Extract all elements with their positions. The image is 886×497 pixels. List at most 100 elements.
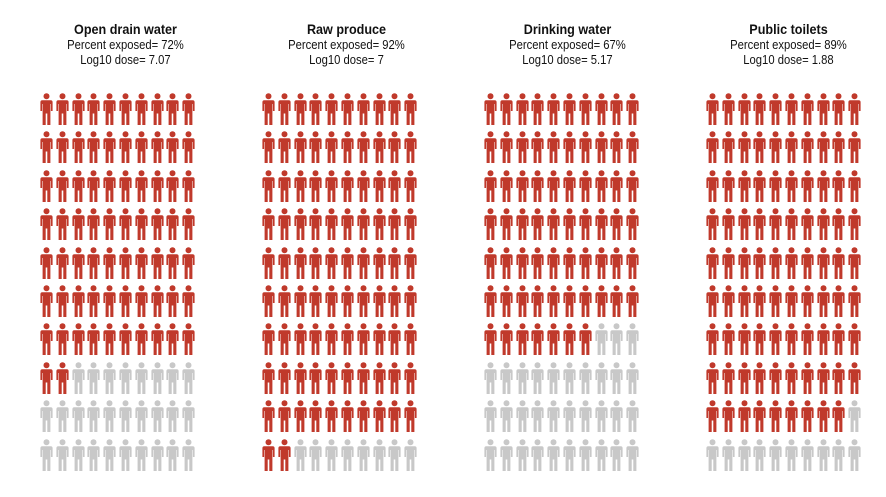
person-icon-exposed bbox=[262, 361, 275, 395]
pictogram-grid-open-drain-water bbox=[40, 93, 245, 478]
person-icon-exposed bbox=[769, 208, 782, 241]
person-icon-exposed bbox=[594, 246, 608, 280]
person-icon-exposed bbox=[722, 285, 735, 318]
person-icon-exposed bbox=[71, 93, 85, 126]
person-icon-unexposed bbox=[579, 361, 592, 395]
person-icon-exposed bbox=[372, 208, 386, 241]
person-icon-unexposed bbox=[515, 400, 529, 433]
person-icon-exposed bbox=[166, 93, 179, 126]
person-icon-unexposed bbox=[150, 361, 164, 395]
person-icon-unexposed bbox=[610, 400, 623, 433]
person-icon-exposed bbox=[547, 285, 560, 318]
person-icon-exposed bbox=[150, 93, 164, 126]
person-icon-exposed bbox=[801, 361, 814, 395]
person-icon-exposed bbox=[87, 131, 100, 164]
person-icon-unexposed bbox=[500, 361, 513, 395]
person-icon-exposed bbox=[706, 361, 719, 395]
person-icon-unexposed bbox=[579, 438, 592, 472]
person-icon-unexposed bbox=[103, 438, 116, 472]
person-icon-exposed bbox=[610, 169, 623, 203]
person-icon-exposed bbox=[150, 246, 164, 280]
person-icon-unexposed bbox=[40, 400, 53, 433]
person-icon-exposed bbox=[182, 323, 195, 356]
person-icon-exposed bbox=[150, 131, 164, 164]
person-icon-unexposed bbox=[103, 400, 116, 433]
person-icon-exposed bbox=[150, 208, 164, 241]
person-icon-exposed bbox=[341, 361, 354, 395]
person-icon-exposed bbox=[278, 208, 291, 241]
person-icon-unexposed bbox=[56, 400, 69, 433]
person-icon-exposed bbox=[753, 323, 766, 356]
person-icon-exposed bbox=[325, 400, 338, 433]
person-icon-exposed bbox=[531, 246, 544, 280]
person-icon-unexposed bbox=[166, 400, 179, 433]
person-icon-exposed bbox=[753, 208, 766, 241]
person-icon-exposed bbox=[278, 93, 291, 126]
person-icon-exposed bbox=[737, 361, 751, 395]
person-icon-exposed bbox=[135, 131, 148, 164]
person-icon-unexposed bbox=[404, 438, 417, 472]
person-icon-exposed bbox=[547, 93, 560, 126]
panel-drinking-water: Drinking water Percent exposed= 67% Log1… bbox=[465, 20, 670, 68]
person-icon-exposed bbox=[737, 285, 751, 318]
person-icon-exposed bbox=[404, 131, 417, 164]
person-icon-exposed bbox=[722, 323, 735, 356]
person-icon-exposed bbox=[563, 285, 576, 318]
person-icon-exposed bbox=[357, 246, 370, 280]
person-icon-exposed bbox=[706, 246, 719, 280]
person-icon-exposed bbox=[832, 323, 845, 356]
person-icon-exposed bbox=[325, 285, 338, 318]
person-icon-exposed bbox=[816, 285, 830, 318]
person-icon-exposed bbox=[737, 246, 751, 280]
person-icon-exposed bbox=[404, 323, 417, 356]
person-icon-exposed bbox=[531, 93, 544, 126]
person-icon-exposed bbox=[278, 285, 291, 318]
person-icon-exposed bbox=[357, 208, 370, 241]
person-icon-exposed bbox=[325, 93, 338, 126]
person-icon-exposed bbox=[293, 361, 307, 395]
person-icon-exposed bbox=[832, 285, 845, 318]
pictogram-grid-public-toilets bbox=[706, 93, 886, 478]
person-icon-exposed bbox=[119, 169, 132, 203]
person-icon-exposed bbox=[801, 323, 814, 356]
person-icon-exposed bbox=[848, 246, 861, 280]
person-icon-exposed bbox=[119, 93, 132, 126]
person-icon-exposed bbox=[500, 323, 513, 356]
person-icon-exposed bbox=[293, 131, 307, 164]
person-icon-unexposed bbox=[626, 361, 639, 395]
person-icon-exposed bbox=[293, 323, 307, 356]
person-icon-exposed bbox=[563, 93, 576, 126]
person-icon-exposed bbox=[309, 400, 322, 433]
person-icon-exposed bbox=[293, 400, 307, 433]
person-icon-exposed bbox=[547, 131, 560, 164]
person-icon-exposed bbox=[848, 285, 861, 318]
person-icon-exposed bbox=[706, 131, 719, 164]
person-icon-exposed bbox=[848, 323, 861, 356]
person-icon-exposed bbox=[182, 208, 195, 241]
person-icon-exposed bbox=[722, 361, 735, 395]
person-icon-exposed bbox=[309, 208, 322, 241]
person-icon-exposed bbox=[594, 208, 608, 241]
person-icon-exposed bbox=[610, 208, 623, 241]
person-icon-unexposed bbox=[594, 400, 608, 433]
person-icon-exposed bbox=[404, 285, 417, 318]
person-icon-exposed bbox=[515, 285, 529, 318]
person-icon-exposed bbox=[388, 93, 401, 126]
panel-public-toilets: Public toilets Percent exposed= 89% Log1… bbox=[686, 20, 886, 68]
person-icon-unexposed bbox=[357, 438, 370, 472]
person-icon-unexposed bbox=[626, 400, 639, 433]
person-icon-exposed bbox=[372, 93, 386, 126]
person-icon-exposed bbox=[262, 438, 275, 472]
pictogram-grid-raw-produce bbox=[262, 93, 467, 478]
person-icon-exposed bbox=[40, 323, 53, 356]
person-icon-unexposed bbox=[182, 400, 195, 433]
person-icon-exposed bbox=[87, 323, 100, 356]
pictogram-grid-drinking-water bbox=[484, 93, 689, 478]
person-icon-exposed bbox=[372, 400, 386, 433]
person-icon-exposed bbox=[500, 93, 513, 126]
person-icon-exposed bbox=[832, 93, 845, 126]
person-icon-unexposed bbox=[87, 361, 100, 395]
person-icon-exposed bbox=[103, 208, 116, 241]
log10-dose-label: Log10 dose= 7 bbox=[309, 53, 384, 67]
person-icon-exposed bbox=[816, 400, 830, 433]
